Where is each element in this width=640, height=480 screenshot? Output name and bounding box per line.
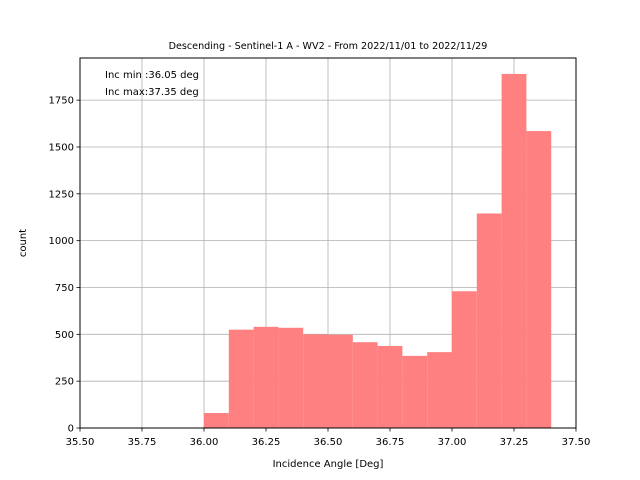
x-tick-label: 37.50 — [562, 437, 591, 448]
x-tick-label: 35.75 — [128, 437, 157, 448]
inc-max-annotation: Inc max:37.35 deg — [105, 87, 199, 98]
y-tick-label: 1000 — [49, 236, 74, 247]
y-tick-label: 500 — [55, 330, 74, 341]
y-tick-label: 1250 — [49, 189, 74, 200]
y-tick-label: 250 — [55, 377, 74, 388]
histogram-bar — [402, 355, 428, 428]
x-tick-label: 36.50 — [314, 437, 343, 448]
x-tick-label: 36.75 — [376, 437, 405, 448]
histogram-bar — [452, 291, 477, 428]
histogram-bar — [476, 213, 502, 428]
histogram-bar — [303, 334, 328, 428]
x-tick-label: 37.00 — [438, 437, 467, 448]
y-tick-label: 1750 — [49, 96, 74, 107]
histogram-bar — [204, 413, 229, 428]
x-tick-label: 37.25 — [500, 437, 529, 448]
y-tick-label: 0 — [68, 424, 74, 435]
histogram-bar — [352, 342, 378, 428]
y-tick-label: 1500 — [49, 142, 74, 153]
histogram-bar — [278, 327, 304, 428]
bars-group — [204, 73, 552, 429]
histogram-bar — [228, 329, 254, 428]
histogram-bar — [253, 326, 279, 428]
x-tick-label: 36.00 — [190, 437, 219, 448]
chart-title: Descending - Sentinel-1 A - WV2 - From 2… — [169, 41, 488, 52]
histogram-bar — [526, 131, 552, 428]
x-tick-label: 36.25 — [252, 437, 281, 448]
histogram-bar — [501, 73, 527, 429]
y-tick-label: 750 — [55, 283, 74, 294]
x-axis-ticks: 35.50 35.75 36.00 36.25 36.50 36.75 37.00 37.25… — [66, 428, 591, 448]
histogram-bar — [427, 352, 452, 428]
x-tick-label: 35.50 — [66, 437, 95, 448]
y-axis-ticks: 0 250 500 750 1000 1250 1500 1750 — [49, 96, 80, 435]
histogram-bar — [377, 345, 403, 428]
y-axis-label: count — [18, 229, 29, 257]
histogram-bar — [328, 334, 353, 428]
x-axis-label: Incidence Angle [Deg] — [273, 459, 384, 470]
inc-min-annotation: Inc min :36.05 deg — [105, 70, 199, 81]
